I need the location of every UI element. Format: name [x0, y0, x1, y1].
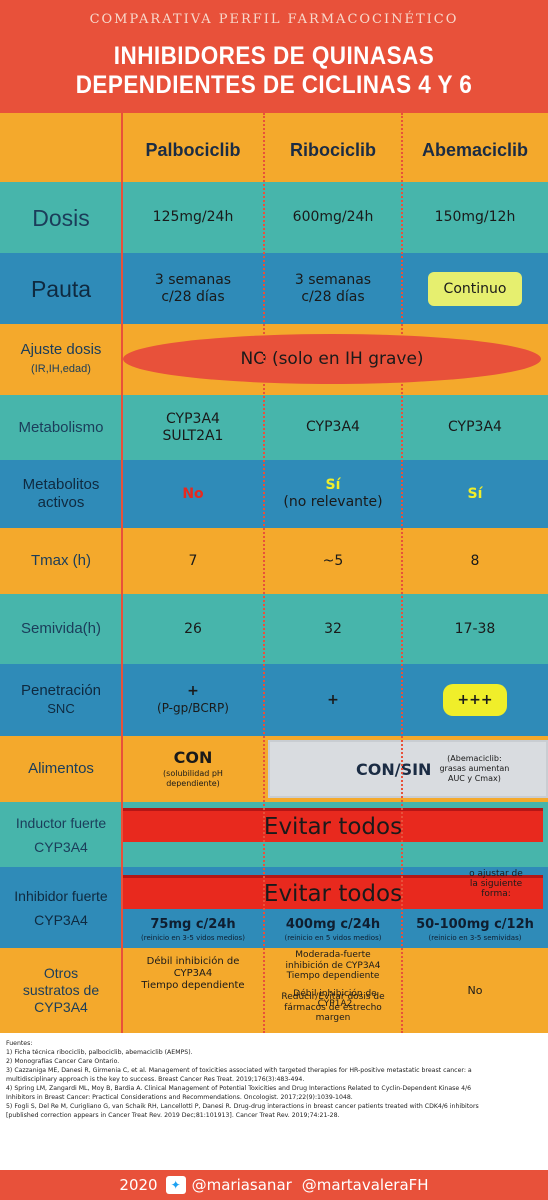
column-divider-2: [401, 113, 403, 1033]
semivida-ribo: 32: [324, 620, 342, 637]
inductor-bar: Evitar todos: [123, 808, 543, 842]
pauta-ribo: 3 semanas c/28 días: [294, 271, 372, 305]
label-inductor: Inductor fuerte CYP3A4: [15, 814, 107, 855]
ref-1: 1) Ficha técnica ribociclib, palbociclib…: [6, 1049, 193, 1056]
row-inhibidor: Inhibidor fuerte CYP3A4 Evitar todos o aj…: [0, 867, 548, 948]
label-pauta: Pauta: [30, 275, 92, 302]
inhibidor-palbo: 75mg c/24h: [150, 916, 236, 932]
semivida-abema: 17-38: [454, 620, 496, 637]
ajuste-ellipse: NO (solo en IH grave): [123, 334, 541, 384]
row-metabolismo: Metabolismo CYP3A4 SULT2A1 CYP3A4 CYP3A4: [0, 395, 548, 460]
alimentos-palbo: CON: [173, 748, 213, 767]
label-semivida: Semivida(h): [20, 620, 102, 637]
title-line-1: INHIBIDORES DE QUINASAS: [113, 42, 435, 70]
inhibidor-palbo-note: (reinicio en 3-5 vidos medios): [141, 933, 245, 942]
inhibidor-bar: Evitar todos: [123, 875, 543, 909]
row-dosis: Dosis 125mg/24h 600mg/24h 150mg/12h: [0, 182, 548, 253]
label-otros: Otros sustratos de CYP3A4: [22, 965, 100, 1015]
dosis-abema: 150mg/12h: [434, 209, 516, 225]
row-metabolitos: Metabolitos activos No Sí (no relevante) S…: [0, 460, 548, 528]
tmax-ribo: ~5: [322, 552, 344, 569]
ref-5a: 5) Fogli S, Del Re M, Curigliano G, van …: [6, 1103, 479, 1110]
header: COMPARATIVA PERFIL FARMACOCINÉTICO INHIB…: [0, 0, 548, 113]
inhibidor-note: o ajustar de la siguiente forma:: [469, 869, 523, 899]
drug-palbociclib: Palbociclib: [145, 140, 241, 160]
alimentos-others-note: (Abemaciclib: grasas aumentan AUC y Cmax): [439, 754, 510, 783]
metab-palbo: CYP3A4 SULT2A1: [162, 410, 224, 444]
row-alimentos: Alimentos CON (solubilidad pH dependiente…: [0, 736, 548, 802]
page-title: INHIBIDORES DE QUINASAS DEPENDIENTES DE …: [27, 42, 520, 100]
supertitle: COMPARATIVA PERFIL FARMACOCINÉTICO: [89, 12, 459, 27]
references-title: Fuentes:: [6, 1040, 33, 1047]
ref-4b: Inhibitors in Breast Cancer: Practical C…: [6, 1094, 353, 1101]
ref-4a: 4) Spring LM, Zangardi ML, Moy B, Bardia…: [6, 1085, 472, 1092]
footer-handle-2[interactable]: @martavaleraFH: [301, 1176, 429, 1194]
label-metabolitos: Metabolitos activos: [22, 476, 100, 511]
metabolitos-abema: Sí: [467, 485, 483, 502]
row-penetracion: Penetración SNC + (P-gp/BCRP) + +++: [0, 664, 548, 736]
metabolitos-ribo: Sí (no relevante): [283, 477, 383, 510]
column-divider-1: [263, 113, 265, 1033]
otros-palbo: Débil inhibición de CYP3A4 Tiempo dependie…: [141, 956, 245, 991]
alimentos-others: CON/SIN: [356, 759, 432, 779]
inhibidor-ribo-note: (reinicio en 5 vidos medios): [284, 933, 382, 942]
label-ajuste: Ajuste dosis (IR,IH,edad): [20, 341, 102, 375]
semivida-palbo: 26: [184, 620, 202, 637]
ref-3a: 3) Cazzaniga ME, Danesi R, Girmenia C, e…: [6, 1067, 472, 1074]
label-alimentos: Alimentos: [28, 760, 94, 777]
inhibidor-bar-text: Evitar todos: [263, 880, 403, 907]
metabolitos-palbo: No: [182, 485, 204, 502]
ref-5b: [published correction appears in Cancer …: [6, 1112, 340, 1119]
inhibidor-abema: 50-100mg c/12h: [416, 916, 534, 932]
pauta-abema: Continuo: [427, 271, 523, 306]
penetracion-ribo: +: [327, 691, 339, 708]
metab-ribo: CYP3A4: [306, 419, 360, 435]
drug-header-row: Palbociclib Ribociclib Abemaciclib: [0, 113, 548, 182]
drug-ribociclib: Ribociclib: [289, 140, 376, 160]
label-dosis: Dosis: [32, 204, 90, 231]
column-divider-0: [121, 113, 123, 1033]
label-inhibidor: Inhibidor fuerte CYP3A4: [14, 887, 108, 928]
footer: 2020 ✦ @mariasanar @martavaleraFH: [0, 1170, 548, 1200]
label-penetracion: Penetración SNC: [20, 682, 102, 716]
label-tmax: Tmax (h): [31, 552, 91, 569]
tmax-abema: 8: [470, 552, 480, 569]
references: Fuentes: 1) Ficha técnica ribociclib, pa…: [0, 989, 548, 1170]
inhibidor-abema-note: (reinicio en 3-5 semividas): [428, 933, 522, 942]
row-inductor: Inductor fuerte CYP3A4 Evitar todos: [0, 802, 548, 867]
footer-year: 2020: [119, 1176, 158, 1194]
dosis-palbo: 125mg/24h: [152, 209, 234, 225]
alimentos-greybox: CON/SIN (Abemaciclib: grasas aumentan AUC …: [268, 740, 548, 798]
row-otros: Otros sustratos de CYP3A4 Débil inhibición…: [0, 948, 548, 1033]
footer-handle-1[interactable]: @mariasanar: [191, 1176, 292, 1194]
otros-ribo: Moderada-fuerte inhibición de CYP3A4 Tiemp…: [281, 950, 385, 1023]
label-metabolismo: Metabolismo: [18, 418, 104, 436]
twitter-icon: ✦: [165, 1176, 186, 1194]
inhibidor-ribo: 400mg c/24h: [285, 916, 381, 932]
title-line-2: DEPENDIENTES DE CICLINAS 4 Y 6: [75, 71, 473, 99]
ref-3b: multidisciplinary approach is the key to…: [6, 1076, 305, 1083]
pauta-palbo: 3 semanas c/28 días: [154, 271, 232, 305]
row-semivida: Semivida(h) 26 32 17-38: [0, 594, 548, 664]
alimentos-palbo-note: (solubilidad pH dependiente): [163, 769, 223, 788]
drug-abemaciclib: Abemaciclib: [421, 140, 529, 160]
row-pauta: Pauta 3 semanas c/28 días 3 semanas c/28 d…: [0, 253, 548, 324]
row-ajuste: Ajuste dosis (IR,IH,edad) NO (solo en IH …: [0, 324, 548, 395]
metab-abema: CYP3A4: [448, 419, 502, 435]
otros-ribo-tail: Débil inhibición de CYP1A2: [293, 989, 377, 1009]
ref-2: 2) Monografías Cancer Care Ontario.: [6, 1058, 120, 1065]
penetracion-abema: +++: [443, 684, 507, 716]
tmax-palbo: 7: [188, 552, 198, 569]
dosis-ribo: 600mg/24h: [292, 209, 374, 225]
row-tmax: Tmax (h) 7 ~5 8: [0, 528, 548, 594]
otros-abema: No: [467, 983, 483, 997]
penetracion-palbo: + (P-gp/BCRP): [157, 683, 229, 715]
